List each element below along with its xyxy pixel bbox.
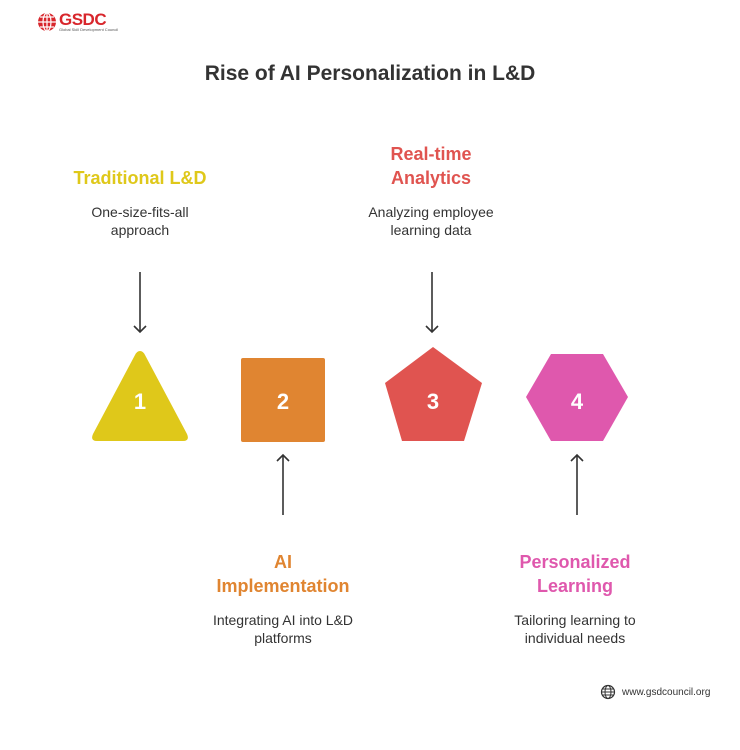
stage-4-number: 4	[571, 389, 584, 414]
stage-4-description-line2: individual needs	[524, 630, 626, 646]
stage-2-number: 2	[277, 389, 289, 414]
stage-1-title: Traditional L&D	[40, 166, 240, 190]
stage-4-title: Personalized Learning	[475, 550, 675, 598]
stage-1-description: One-size-fits-all approach	[40, 203, 240, 239]
stage-3-description-line1: Analyzing employee	[368, 204, 494, 220]
stage-3-title-line1: Real-time	[390, 144, 472, 164]
globe-icon	[600, 684, 616, 700]
stage-2-description-line1: Integrating AI into L&D	[212, 612, 354, 628]
stage-3-title: Real-time Analytics	[331, 142, 531, 190]
gsdc-logo: GSDC Global Skill Development Council	[36, 10, 126, 36]
stage-3-number: 3	[427, 389, 439, 414]
stage-2-description: Integrating AI into L&D platforms	[173, 611, 393, 647]
stage-4-description: Tailoring learning to individual needs	[475, 611, 675, 647]
stage-1-title-text: Traditional L&D	[73, 168, 207, 188]
stage-4-description-line1: Tailoring learning to	[514, 612, 636, 628]
stage-4-title-line1: Personalized	[519, 552, 631, 572]
stage-4-hexagon	[526, 354, 628, 441]
stage-2-square	[241, 358, 325, 442]
stage-2-title-line2: Implementation	[216, 576, 350, 596]
stage-1-description-line2: approach	[110, 222, 170, 238]
globe-icon	[38, 12, 56, 32]
stage-2-description-line2: platforms	[254, 630, 312, 646]
stage-1-number: 1	[134, 389, 146, 414]
stage-4-title-line2: Learning	[536, 576, 613, 596]
stage-3-description-line2: learning data	[390, 222, 472, 238]
stage-2-title-line1: AI	[274, 552, 292, 572]
stage-1-description-line1: One-size-fits-all	[91, 204, 189, 220]
stage-1-triangle	[92, 351, 188, 441]
stage-3-description: Analyzing employee learning data	[331, 203, 531, 239]
stage-3-title-line2: Analytics	[390, 168, 472, 188]
logo-tagline: Global Skill Development Council	[59, 27, 119, 32]
footer-website: www.gsdcouncil.org	[600, 684, 730, 702]
logo-text: GSDC	[59, 10, 107, 29]
stage-3-pentagon	[385, 347, 482, 441]
stage-2-title: AI Implementation	[183, 550, 383, 598]
website-url: www.gsdcouncil.org	[622, 687, 711, 698]
page-title: Rise of AI Personalization in L&D	[204, 62, 536, 85]
